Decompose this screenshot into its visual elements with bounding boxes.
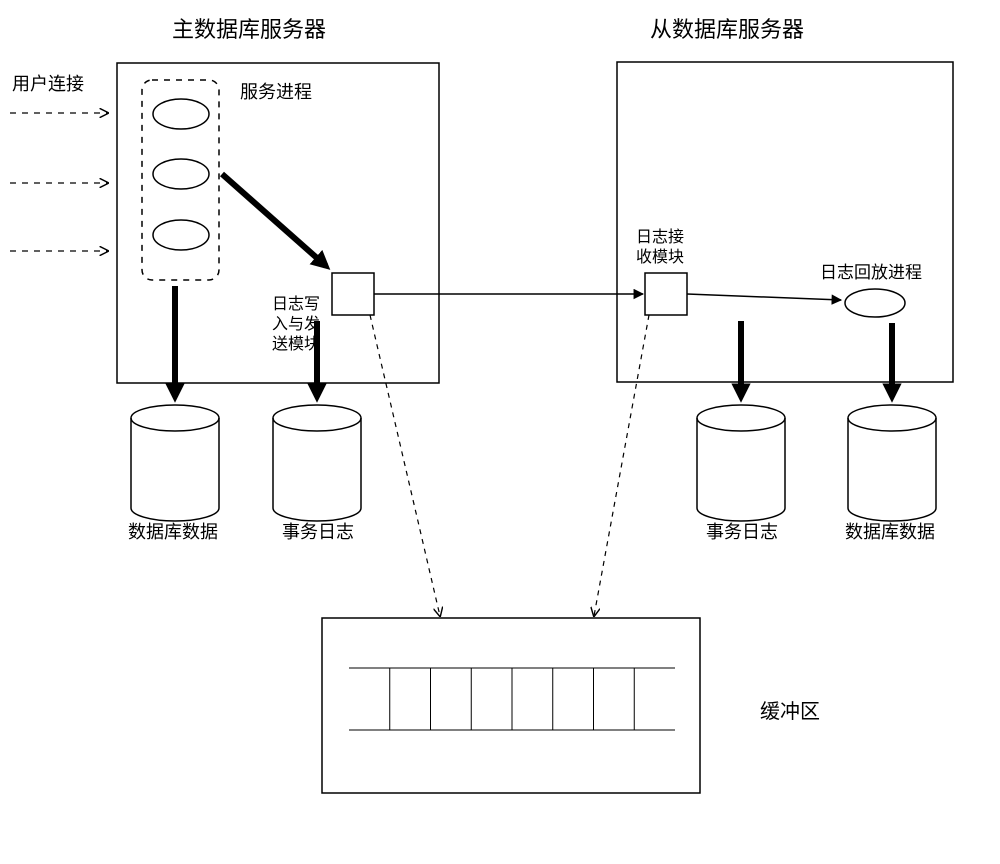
master-title: 主数据库服务器 [172, 12, 326, 44]
user-conn-label: 用户连接 [12, 70, 84, 96]
db-data-right-label: 数据库数据 [845, 518, 935, 544]
txn-log-left-label: 事务日志 [282, 518, 354, 544]
log-recv-label: 日志接 收模块 [636, 228, 684, 268]
txn-log-right-label: 事务日志 [706, 518, 778, 544]
diagram-canvas [0, 0, 1000, 864]
buffer-label: 缓冲区 [760, 695, 820, 724]
db-data-left-label: 数据库数据 [128, 518, 218, 544]
service-proc-label: 服务进程 [240, 78, 312, 104]
log-replay-label: 日志回放进程 [820, 258, 922, 283]
log-write-send-label: 日志写 入与发 送模块 [272, 295, 320, 355]
slave-title: 从数据库服务器 [650, 12, 804, 44]
